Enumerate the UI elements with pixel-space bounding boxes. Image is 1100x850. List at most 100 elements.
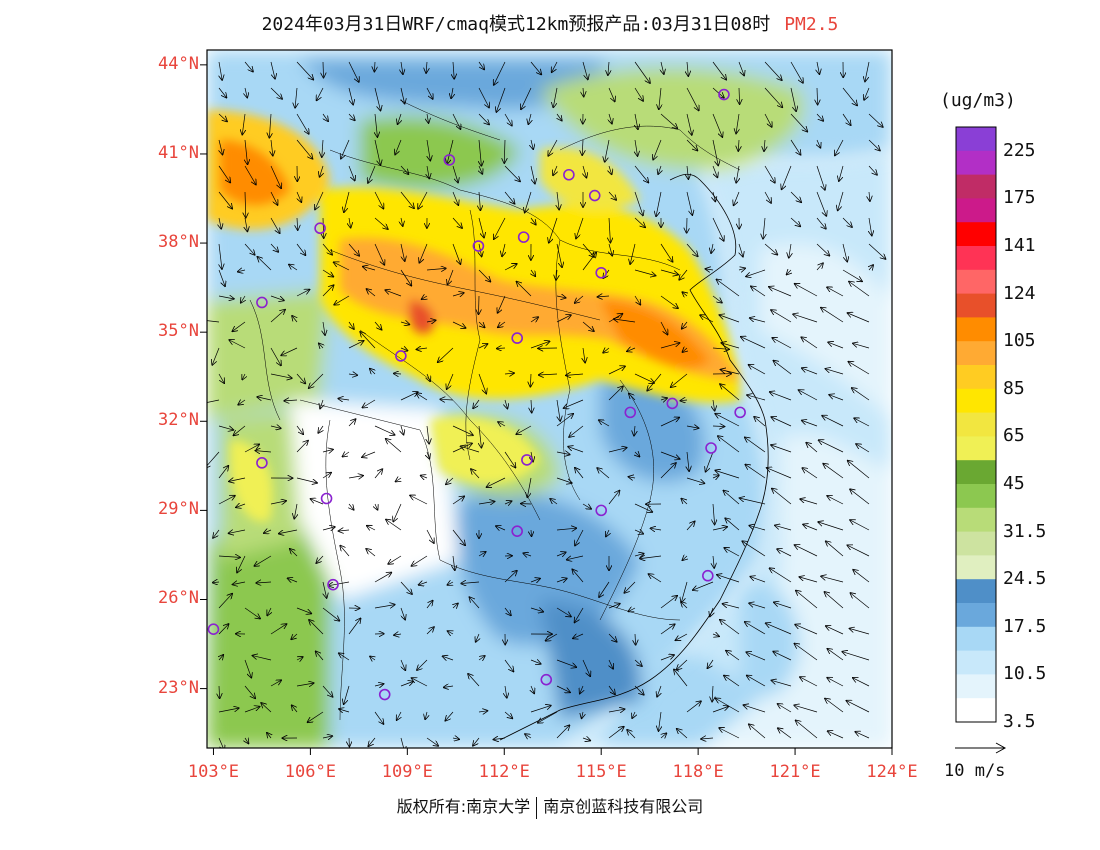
wind-vector: [213, 582, 220, 583]
city-marker: [320, 492, 333, 505]
wind-vector: [370, 369, 375, 374]
wind-vector: [790, 87, 796, 111]
wind-vector: [478, 656, 485, 660]
wind-vector: [401, 425, 404, 435]
wind-vector: [806, 443, 818, 453]
wind-vector: [706, 451, 714, 472]
wind-vector: [422, 296, 427, 299]
colorbar-label: 17.5: [1003, 615, 1047, 637]
city-marker: [511, 525, 523, 537]
wind-vector: [295, 87, 297, 108]
wind-vector: [745, 465, 766, 479]
wind-vector: [348, 165, 355, 180]
wind-vector: [478, 87, 489, 107]
wind-vector: [842, 269, 862, 281]
wind-vector: [827, 678, 844, 687]
wind-vector: [746, 652, 766, 661]
wind-vector: [721, 343, 740, 349]
wind-vector: [582, 61, 588, 79]
wind-vector: [778, 728, 792, 739]
city-marker: [443, 154, 456, 166]
wind-vector: [720, 384, 740, 401]
wind-vector: [322, 285, 334, 297]
wind-vector: [267, 733, 271, 738]
wind-vector: [706, 269, 714, 270]
wind-vector: [530, 341, 549, 349]
wind-vector: [745, 622, 766, 635]
lon-label: 115°E: [575, 762, 627, 782]
wind-vector: [828, 649, 844, 661]
wind-vector: [712, 217, 724, 241]
wind-vector: [679, 269, 688, 280]
wind-vector: [452, 529, 465, 545]
wind-vector: [682, 321, 688, 329]
colorbar-label: 85: [1003, 377, 1025, 399]
wind-vector: [749, 724, 766, 739]
wind-vector: [438, 347, 454, 362]
wind-vector: [850, 629, 870, 635]
wind-vector: [426, 61, 427, 73]
wind-vector: [367, 526, 376, 530]
wind-vector: [412, 555, 428, 566]
city-marker: [734, 406, 746, 419]
wind-vector: [400, 348, 407, 351]
wind-vector: [440, 399, 454, 400]
wind-vector: [738, 61, 744, 75]
wind-vector: [270, 191, 278, 205]
wind-vector: [575, 607, 584, 622]
wind-vector: [316, 555, 324, 563]
wind-vector: [660, 624, 675, 635]
wind-vector: [661, 61, 664, 74]
wind-vector: [527, 477, 532, 497]
wind-vector: [713, 399, 715, 411]
colorbar-label: 105: [1003, 330, 1036, 352]
wind-vector: [388, 555, 402, 564]
wind-vector: [773, 652, 792, 661]
wind-vector: [787, 270, 791, 274]
wind-vector: [363, 399, 376, 408]
wind-vector: [582, 738, 590, 741]
wind-vector: [374, 605, 395, 608]
wind-vector: [296, 425, 303, 434]
wind-vector: [523, 553, 532, 556]
colorbar-swatch: [956, 674, 996, 699]
wind-vector: [582, 711, 583, 718]
wind-vector: [853, 678, 870, 687]
colorbar-swatch: [956, 222, 996, 247]
wind-vector: [683, 556, 688, 560]
lat-label: 26°N: [158, 588, 199, 609]
wind-vector: [653, 139, 662, 160]
wind-vector: [494, 61, 506, 85]
wind-vector: [605, 139, 610, 162]
wind-vector: [556, 452, 570, 455]
wind-vector: [374, 217, 388, 229]
wind-vector: [640, 556, 662, 559]
wind-vector: [766, 623, 792, 635]
wind-vector: [233, 582, 246, 585]
wind-vector: [478, 552, 486, 556]
wind-vector: [229, 530, 246, 533]
wind-vector: [319, 344, 323, 349]
wind-vector: [244, 165, 256, 184]
wind-vector: [634, 87, 643, 101]
wind-vector: [790, 191, 801, 202]
wind-vector: [363, 267, 376, 270]
wind-vector: [400, 581, 412, 594]
wind-vector: [219, 655, 223, 660]
wind-vector: [556, 579, 567, 583]
wind-vector: [712, 165, 717, 177]
wind-vector: [647, 373, 662, 391]
wind-vector: [531, 529, 532, 536]
wind-vector: [764, 113, 772, 127]
wind-vector: [583, 87, 584, 96]
wind-vector: [374, 139, 380, 165]
wind-vector: [291, 634, 298, 639]
wind-vector: [573, 634, 584, 638]
wind-vector: [608, 491, 619, 505]
wind-vector: [348, 419, 356, 427]
wind-vector: [848, 461, 870, 479]
wind-vector: [816, 113, 823, 121]
wind-vector: [774, 361, 792, 375]
wind-vector: [609, 659, 613, 669]
